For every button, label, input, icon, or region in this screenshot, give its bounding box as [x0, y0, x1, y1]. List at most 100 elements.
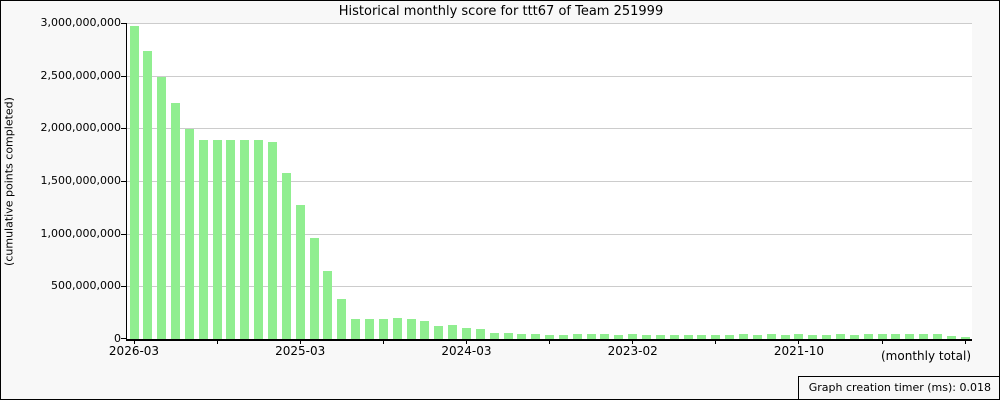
month-score-bar: [808, 335, 818, 339]
y-axis-tick: [121, 76, 126, 77]
month-score-bar: [766, 334, 776, 339]
month-score-bar: [642, 335, 652, 339]
y-axis-tick: [121, 234, 126, 235]
month-score-bar: [835, 334, 845, 339]
month-score-bar: [157, 77, 167, 339]
month-score-bar: [226, 140, 236, 339]
x-axis-tick-label: 2025-03: [275, 344, 326, 358]
x-axis-tick: [881, 339, 883, 344]
y-gridline: [127, 181, 972, 182]
month-score-bar: [960, 337, 970, 339]
month-score-bar: [392, 318, 402, 339]
month-score-bar: [475, 329, 485, 339]
month-score-bar: [545, 335, 555, 339]
month-score-bar: [711, 335, 721, 339]
month-score-bar: [351, 319, 361, 339]
month-score-bar: [683, 335, 693, 339]
y-axis-tick-label: 500,000,000: [51, 279, 121, 292]
month-score-bar: [143, 51, 153, 339]
y-gridline: [127, 76, 972, 77]
month-score-bar: [281, 173, 291, 339]
month-score-bar: [254, 140, 264, 339]
month-score-bar: [378, 319, 388, 339]
y-axis-tick-label: 1,500,000,000: [40, 174, 121, 187]
month-score-bar: [946, 336, 956, 339]
x-axis-tick: [133, 339, 135, 344]
month-score-bar: [877, 334, 887, 339]
y-axis-tick: [121, 128, 126, 129]
month-score-bar: [517, 334, 527, 339]
x-axis-tick: [632, 339, 634, 344]
month-score-bar: [849, 335, 859, 339]
month-score-bar: [171, 103, 181, 339]
month-score-bar: [503, 333, 513, 339]
y-axis-tick: [121, 338, 126, 339]
month-score-bar: [669, 335, 679, 339]
month-score-bar: [323, 271, 333, 339]
month-score-bar: [420, 321, 430, 339]
month-score-bar: [129, 26, 139, 339]
x-axis-note: (monthly total): [881, 349, 971, 363]
y-axis-tick: [121, 286, 126, 287]
month-score-bar: [919, 334, 929, 339]
y-gridline: [127, 234, 972, 235]
month-score-bar: [905, 334, 915, 339]
month-score-bar: [268, 142, 278, 339]
y-axis-tick-label: 3,000,000,000: [40, 16, 121, 29]
y-gridline: [127, 286, 972, 287]
x-axis-tick: [798, 339, 800, 344]
x-axis-tick: [216, 339, 218, 344]
y-axis-tick-label: 1,000,000,000: [40, 227, 121, 240]
month-score-bar: [725, 335, 735, 339]
month-score-bar: [614, 335, 624, 339]
month-score-bar: [586, 334, 596, 339]
x-axis-tick-label: 2024-03: [441, 344, 492, 358]
y-axis-tick-label: 0: [114, 332, 121, 345]
graph-timer-box: Graph creation timer (ms): 0.018: [797, 376, 999, 399]
x-axis-tick: [964, 339, 966, 344]
month-score-bar: [198, 140, 208, 339]
y-gridline: [127, 23, 972, 24]
month-score-bar: [489, 333, 499, 339]
month-score-bar: [406, 319, 416, 339]
month-score-bar: [558, 335, 568, 339]
x-axis-tick: [382, 339, 384, 344]
month-score-bar: [461, 328, 471, 339]
month-score-bar: [448, 325, 458, 339]
graph-timer-text: Graph creation timer (ms): 0.018: [808, 381, 991, 394]
month-score-bar: [240, 140, 250, 339]
month-score-bar: [531, 334, 541, 339]
month-score-bar: [863, 334, 873, 339]
month-score-bar: [891, 334, 901, 339]
x-axis-tick: [299, 339, 301, 344]
month-score-bar: [309, 238, 319, 339]
chart-title: Historical monthly score for ttt67 of Te…: [338, 4, 664, 19]
y-axis-tick: [121, 181, 126, 182]
month-score-bar: [434, 326, 444, 339]
month-score-bar: [212, 140, 222, 339]
y-axis-tick: [121, 23, 126, 24]
month-score-bar: [628, 334, 638, 339]
plot-area: 3,000,000,000 2,500,000,000 2,000,000,000 1…: [41, 17, 972, 358]
month-score-bar: [932, 334, 942, 339]
y-axis-tick-label: 2,500,000,000: [40, 69, 121, 82]
month-score-bar: [655, 335, 665, 339]
month-score-bar: [822, 335, 832, 339]
month-score-bar: [572, 334, 582, 339]
month-score-bar: [600, 334, 610, 339]
x-axis-tick-label: 2021-10: [773, 344, 824, 358]
x-axis-tick: [549, 339, 551, 344]
month-score-bar: [780, 335, 790, 339]
month-score-bar: [364, 319, 374, 339]
month-score-bar: [184, 129, 194, 339]
month-score-bar: [337, 299, 347, 339]
month-score-bar: [739, 334, 748, 339]
x-axis-tick-label: 2026-03: [108, 344, 160, 358]
month-score-bar: [794, 334, 804, 339]
y-axis-tick-label: 2,000,000,000: [40, 121, 121, 134]
x-axis-tick-label: 2023-02: [607, 344, 658, 358]
x-axis-tick: [465, 339, 467, 344]
x-axis-tick: [715, 339, 717, 344]
month-score-bar: [752, 335, 762, 339]
